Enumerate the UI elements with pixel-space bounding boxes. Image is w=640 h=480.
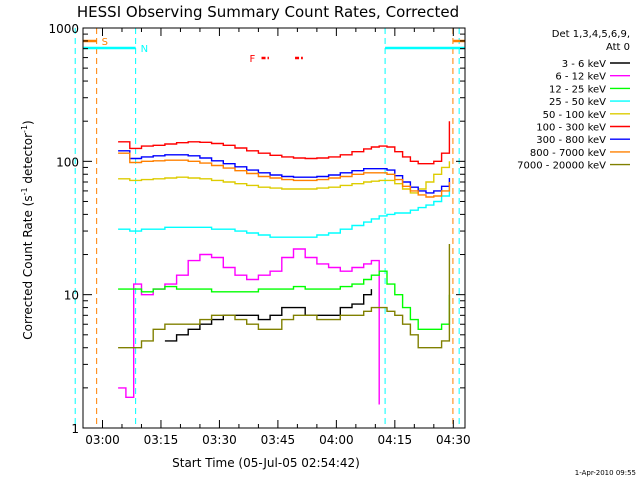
y-axis-label: Corrected Count Rate (s-1 detector-1)	[20, 120, 35, 339]
plot-frame	[82, 27, 466, 429]
x-tick-label: 03:45	[261, 433, 296, 447]
axes: 03:00 03:15 03:30 03:45 04:00 04:15 04:30 1 10 10…	[48, 22, 470, 447]
night-flag-label: N	[141, 44, 148, 55]
y-tick-label: 10	[64, 289, 79, 303]
x-tick-label: 04:15	[378, 433, 413, 447]
saa-flag-label: S	[102, 37, 108, 48]
series-line-100-300-kev	[118, 121, 451, 165]
legend-label: 3 - 6 keV	[562, 59, 606, 70]
series-line-7000-20000-kev	[118, 244, 451, 349]
legend-label: 7000 - 20000 keV	[517, 161, 606, 172]
legend-label: 25 - 50 keV	[549, 97, 606, 108]
legend-header-line-2: Att 0	[606, 42, 630, 53]
legend-label: 100 - 300 keV	[536, 123, 606, 134]
x-tick-label: 03:15	[144, 433, 179, 447]
chart-title: HESSI Observing Summary Count Rates, Cor…	[77, 3, 459, 21]
series-line-800-7000-kev	[118, 152, 451, 198]
series-layer	[118, 121, 451, 405]
x-axis-label: Start Time (05-Jul-05 02:54:42)	[172, 456, 360, 470]
x-tick-label: 04:30	[436, 433, 471, 447]
legend: Det 1,3,4,5,6,9, Att 0 3 - 6 keV 6 - 12 k…	[517, 29, 630, 172]
series-line-6-12-kev	[118, 249, 442, 405]
x-tick-label: 03:00	[85, 433, 120, 447]
y-tick-label: 1	[71, 422, 79, 436]
series-line-12-25-kev	[118, 270, 451, 330]
series-line-25-50-kev	[118, 186, 451, 238]
legend-label: 12 - 25 keV	[549, 84, 606, 95]
flare-flag-label: F	[250, 54, 256, 65]
series-line-3-6-kev	[165, 289, 395, 388]
observing-flag-layer: S N F	[74, 28, 465, 428]
legend-label: 800 - 7000 keV	[530, 148, 606, 159]
y-tick-label: 1000	[48, 22, 79, 36]
legend-label: 50 - 100 keV	[543, 110, 607, 121]
legend-label: 300 - 800 keV	[536, 135, 606, 146]
footer-date-stamp: 1-Apr-2010 09:55	[575, 469, 636, 477]
legend-label: 6 - 12 keV	[555, 72, 606, 83]
series-line-50-100-kev	[118, 161, 451, 194]
y-tick-label: 100	[56, 155, 79, 169]
legend-header-line-1: Det 1,3,4,5,6,9,	[552, 29, 630, 40]
x-tick-label: 03:30	[202, 433, 237, 447]
x-tick-label: 04:00	[319, 433, 354, 447]
